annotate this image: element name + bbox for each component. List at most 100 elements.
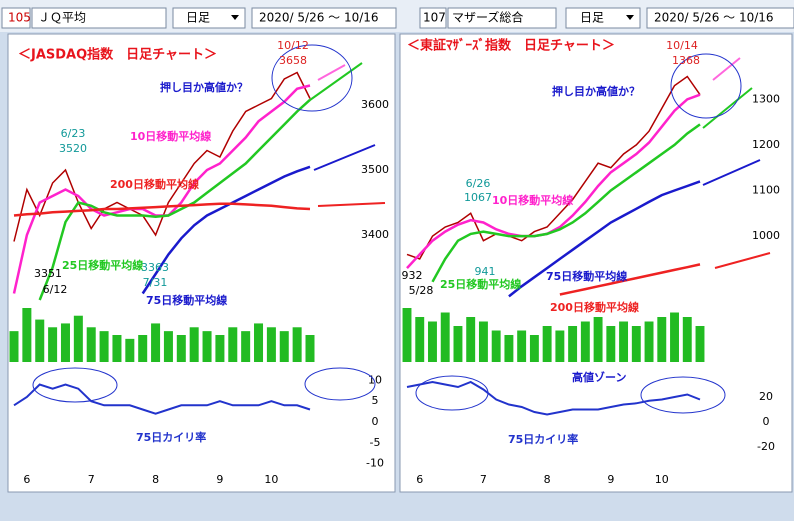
- volume-bar: [48, 327, 58, 362]
- volume-bar: [478, 321, 488, 362]
- period: 日足: [186, 11, 210, 25]
- y-tick-label: -5: [370, 436, 381, 449]
- volume-bar: [176, 335, 186, 362]
- volume-bar: [402, 308, 412, 362]
- volume-bar: [428, 321, 437, 362]
- volume-bar: [305, 335, 315, 362]
- index-name: マザーズ総合: [452, 10, 523, 25]
- volume-bar: [631, 326, 641, 362]
- moving-average: [559, 263, 701, 296]
- y-tick-label: 3400: [361, 228, 389, 241]
- y-tick-label: 5: [372, 394, 379, 407]
- x-tick-label: 8: [152, 473, 159, 486]
- date-range: 2020/ 5/26 ～ 10/16: [259, 11, 379, 25]
- series-label: 75日移動平均線: [546, 269, 627, 283]
- annotation: 941: [475, 265, 496, 278]
- annotation: 6/26: [466, 177, 491, 190]
- x-tick-label: 9: [607, 473, 614, 486]
- volume-bar: [241, 331, 251, 362]
- range-box[interactable]: [251, 7, 397, 29]
- volume-bar: [202, 331, 212, 362]
- annotation: 3658: [279, 54, 307, 67]
- annotation: 1368: [672, 54, 700, 67]
- volume-bar: [517, 330, 527, 362]
- highlight-ellipse: [32, 367, 118, 403]
- moving-average: [141, 165, 311, 295]
- volume-bar: [542, 326, 552, 362]
- projection: [714, 252, 771, 269]
- price-line: [13, 71, 311, 242]
- dropdown-arrow: [231, 15, 239, 20]
- range-box[interactable]: [646, 7, 794, 29]
- decorations: [32, 44, 771, 414]
- series-label: 75日移動平均線: [146, 293, 227, 307]
- period-select[interactable]: [172, 7, 246, 29]
- highlight-ellipse: [271, 44, 353, 112]
- volume-bar: [466, 317, 476, 362]
- moving-average: [13, 202, 311, 217]
- deviation-line: [13, 383, 311, 415]
- name-box[interactable]: [31, 7, 167, 29]
- annotation: 7/31: [143, 276, 168, 289]
- volume-bar: [112, 335, 122, 362]
- chart-title: ＜JASDAQ指数 日足チャート＞: [18, 47, 217, 63]
- series-label: 25日移動平均線: [440, 277, 521, 291]
- annotation: 5/28: [409, 284, 434, 297]
- highlight-ellipse: [640, 376, 726, 414]
- volume-bar: [555, 330, 565, 362]
- volume-bar: [215, 335, 225, 362]
- moving-average: [508, 180, 701, 298]
- volume-bar: [644, 321, 654, 362]
- annotation: 3351: [34, 267, 62, 280]
- projection: [317, 64, 346, 81]
- y-tick-label: 0: [763, 415, 770, 428]
- code-box[interactable]: [419, 7, 447, 29]
- volume-bar: [504, 335, 514, 362]
- volume-bar: [695, 326, 705, 362]
- volume-bar: [606, 326, 616, 362]
- volume-bar: [415, 317, 425, 362]
- annotation: 932: [402, 269, 423, 282]
- y-tick-label: 1000: [752, 229, 780, 242]
- volume-bar: [151, 323, 161, 362]
- annotation: 3363: [141, 261, 169, 274]
- panel-right: [399, 33, 793, 493]
- projection: [317, 202, 386, 207]
- annotation: 高値ゾーン: [572, 370, 626, 384]
- volume-bar: [580, 321, 590, 362]
- annotation: 6/12: [43, 283, 68, 296]
- highlight-ellipse: [670, 53, 742, 119]
- y-tick-label: -10: [366, 457, 384, 470]
- y-tick-label: -20: [757, 440, 775, 453]
- volume-bar: [619, 321, 629, 362]
- volume-bar: [22, 308, 32, 362]
- y-tick-label: 3500: [361, 163, 389, 176]
- chart-title: ＜東証ﾏｻﾞｰｽﾞ指数 日足チャート＞: [407, 38, 615, 54]
- volume-bar: [593, 317, 603, 362]
- volume-bar: [60, 323, 70, 362]
- volume-bar: [682, 317, 692, 362]
- volume-bar: [292, 327, 302, 362]
- volume-bar: [440, 312, 450, 362]
- annotation: 3520: [59, 142, 87, 155]
- name-box[interactable]: [447, 7, 557, 29]
- volume-bar: [73, 315, 83, 362]
- x-tick-label: 7: [480, 473, 487, 486]
- x-tick-label: 10: [264, 473, 278, 486]
- volume-bar: [86, 327, 96, 362]
- code-box[interactable]: [1, 7, 31, 29]
- x-tick-label: 6: [416, 473, 423, 486]
- series-label: 200日移動平均線: [550, 300, 639, 314]
- volume-bar: [568, 326, 578, 362]
- series-label: 75日カイリ率: [136, 430, 206, 444]
- annotation: 10/12: [277, 39, 309, 52]
- volume-bar: [529, 335, 539, 362]
- projection: [712, 57, 741, 81]
- period-select[interactable]: [565, 7, 641, 29]
- y-tick-label: 20: [759, 390, 773, 403]
- code: 107: [423, 11, 446, 25]
- series-label: 200日移動平均線: [110, 177, 199, 191]
- volume-bar: [670, 312, 679, 362]
- projection: [702, 87, 753, 129]
